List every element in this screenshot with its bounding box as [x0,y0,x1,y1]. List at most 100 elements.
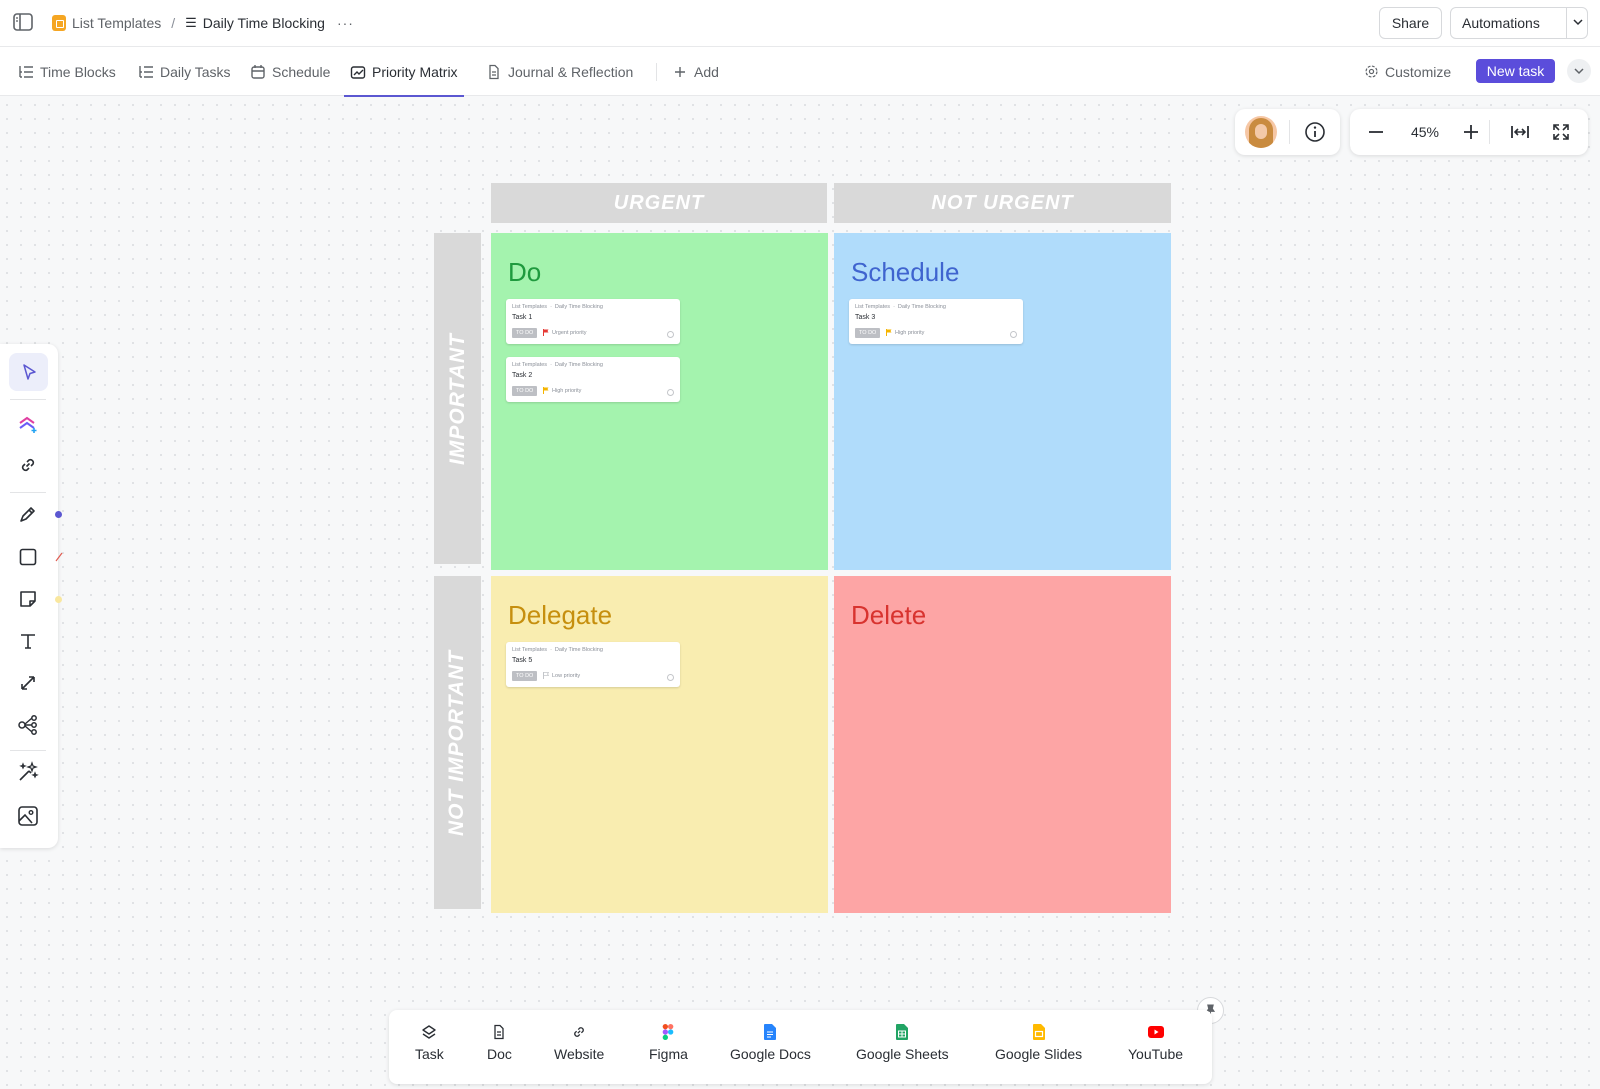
tab-priority-matrix[interactable]: Priority Matrix [344,47,464,97]
breadcrumb-list[interactable]: Daily Time Blocking [202,15,325,31]
dock-item-google-sheets[interactable]: Google Sheets [856,1024,949,1074]
new-task-button[interactable]: New task [1476,59,1555,83]
quadrant-title: Do [508,257,542,287]
tab-time-blocks[interactable]: Time Blocks [18,47,116,96]
pen-color-dot [55,511,62,518]
priority-label: Urgent priority [552,330,587,336]
zoom-panel: 45% [1350,109,1588,155]
card-location: List Templates · Daily Time Blocking [512,647,603,653]
task-card[interactable]: List Templates · Daily Time Blocking Task … [506,299,680,344]
flag-icon[interactable] [543,329,549,336]
quadrant-schedule[interactable]: Schedule List Templates · Daily Time Block… [834,233,1171,570]
sidebar-toggle-icon[interactable] [13,13,33,31]
link-icon [571,1024,587,1040]
breadcrumb: List Templates / ☰ Daily Time Blocking ·… [52,0,354,46]
status-badge[interactable]: TO DO [512,671,538,681]
tab-journal-reflection[interactable]: Journal & Reflection [486,47,633,96]
dock-item-task[interactable]: Task [415,1024,444,1074]
dock-label: Doc [487,1046,512,1062]
quadrant-do[interactable]: Do List Templates · Daily Time Blocking Ta… [491,233,828,570]
image-tool[interactable] [14,802,42,830]
google-slides-icon [1031,1024,1047,1040]
column-header-not-urgent: NOT URGENT [834,183,1171,223]
customize-button[interactable]: Customize [1364,47,1451,96]
link-icon [21,458,35,472]
row-header-label: IMPORTANT [445,332,469,465]
automations-button[interactable]: Automations [1450,7,1588,39]
row-header-label: NOT IMPORTANT [445,649,469,836]
customize-label: Customize [1385,63,1452,80]
flag-icon[interactable] [543,672,549,679]
assignee-icon[interactable] [667,331,674,338]
fit-width-icon[interactable] [1510,122,1530,142]
chevron-down-icon[interactable] [1572,16,1584,28]
add-view-button[interactable]: Add [672,47,719,96]
card-list: Daily Time Blocking [897,304,946,310]
collapse-tabs-button[interactable] [1567,59,1591,83]
dock-item-doc[interactable]: Doc [487,1024,512,1074]
status-badge[interactable]: TO DO [512,386,538,396]
dock-item-website[interactable]: Website [554,1024,604,1074]
task-card[interactable]: List Templates · Daily Time Blocking Task … [506,642,680,687]
gear-icon [1365,65,1378,78]
toolbar-divider [10,399,46,400]
avatar[interactable] [1245,116,1277,148]
status-badge[interactable]: TO DO [512,328,538,338]
clickup-ai-tool[interactable] [14,410,42,438]
dock-label: YouTube [1128,1046,1184,1062]
pen-tool[interactable] [14,500,42,528]
info-icon[interactable] [1304,121,1326,143]
tab-label: Priority Matrix [372,63,458,80]
zoom-level[interactable]: 45% [1410,124,1440,140]
tab-label: Journal & Reflection [508,63,634,80]
card-location: List Templates · Daily Time Blocking [855,304,946,310]
flag-icon[interactable] [886,329,892,336]
sparkles-icon [19,761,39,781]
ai-create-icon [19,416,37,433]
google-docs-icon [762,1024,778,1040]
shape-tool[interactable] [14,543,42,571]
priority-label: High priority [895,330,925,336]
priority-label: High priority [552,388,582,394]
card-task-name: Task 3 [855,314,876,321]
task-card[interactable]: List Templates · Daily Time Blocking Task … [506,357,680,402]
assignee-icon[interactable] [1010,331,1017,338]
more-options-icon[interactable]: ··· [336,15,354,31]
dock-item-youtube[interactable]: YouTube [1128,1024,1183,1074]
zoom-in-icon[interactable] [1461,122,1481,142]
figma-icon [660,1024,676,1040]
share-button[interactable]: Share [1379,7,1442,39]
select-tool[interactable] [9,353,48,391]
flag-icon[interactable] [543,387,549,394]
ai-magic-tool[interactable] [14,758,42,786]
text-icon [21,634,35,649]
card-location: List Templates · Daily Time Blocking [512,362,603,368]
text-tool[interactable] [14,627,42,655]
plus-icon [675,66,685,77]
quadrant-title: Delete [851,600,927,630]
tab-schedule[interactable]: Schedule [250,47,330,96]
assignee-icon[interactable] [667,389,674,396]
avatar-face [1255,124,1267,139]
sticky-note-tool[interactable] [14,585,42,613]
dock-item-figma[interactable]: Figma [649,1024,688,1074]
breadcrumb-space[interactable]: List Templates [72,15,162,31]
connector-tool[interactable] [14,669,42,697]
link-tool[interactable] [14,451,42,479]
dock-item-google-docs[interactable]: Google Docs [730,1024,811,1074]
automations-label: Automations [1462,15,1540,31]
quadrant-delegate[interactable]: Delegate List Templates · Daily Time Block… [491,576,828,913]
automations-divider [1566,8,1567,38]
dock-item-google-slides[interactable]: Google Slides [995,1024,1082,1074]
breadcrumb-separator: / [171,15,176,31]
mind-map-tool[interactable] [14,711,42,739]
task-card[interactable]: List Templates · Daily Time Blocking Task … [849,299,1023,344]
fullscreen-icon[interactable] [1551,122,1571,142]
status-badge[interactable]: TO DO [855,328,881,338]
quadrant-delete[interactable]: Delete [834,576,1171,913]
tab-label: Schedule [272,63,331,80]
tab-divider [656,63,657,81]
zoom-out-icon[interactable] [1366,122,1386,142]
tab-daily-tasks[interactable]: Daily Tasks [138,47,231,96]
assignee-icon[interactable] [667,674,674,681]
